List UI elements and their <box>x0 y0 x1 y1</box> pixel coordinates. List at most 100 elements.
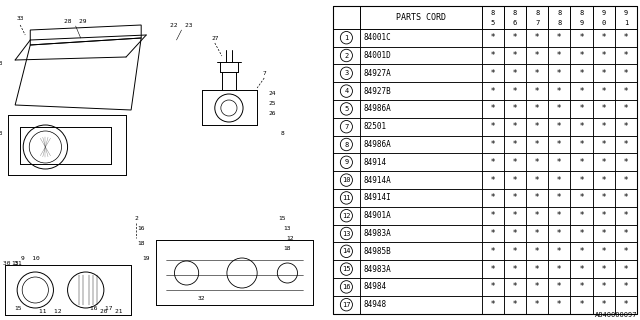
Bar <box>593 47 615 64</box>
Text: *: * <box>602 211 606 220</box>
Text: *: * <box>491 69 495 78</box>
Text: 1: 1 <box>344 35 349 41</box>
Text: 8: 8 <box>557 10 561 16</box>
Bar <box>548 29 570 47</box>
Bar <box>570 296 593 314</box>
Bar <box>548 171 570 189</box>
Text: 18: 18 <box>138 241 145 246</box>
Text: *: * <box>491 193 495 202</box>
Bar <box>504 153 526 171</box>
Bar <box>593 118 615 136</box>
Bar <box>526 47 548 64</box>
Text: 20  21: 20 21 <box>100 309 122 314</box>
Bar <box>570 118 593 136</box>
Text: 33: 33 <box>0 61 3 66</box>
Text: *: * <box>602 265 606 274</box>
Bar <box>593 29 615 47</box>
Text: *: * <box>513 122 517 131</box>
Text: *: * <box>491 33 495 42</box>
Text: 13: 13 <box>12 261 19 266</box>
Bar <box>333 47 360 64</box>
Text: 19: 19 <box>143 256 150 261</box>
Text: *: * <box>579 69 584 78</box>
Text: *: * <box>557 158 561 167</box>
Bar <box>333 278 360 296</box>
Bar <box>548 225 570 243</box>
Text: 84985B: 84985B <box>363 247 391 256</box>
Text: 84983A: 84983A <box>363 265 391 274</box>
Bar <box>570 207 593 225</box>
Text: *: * <box>491 104 495 113</box>
Text: 84001D: 84001D <box>363 51 391 60</box>
Text: *: * <box>491 300 495 309</box>
Text: *: * <box>624 300 628 309</box>
Text: *: * <box>624 229 628 238</box>
Text: *: * <box>579 87 584 96</box>
Text: *: * <box>579 265 584 274</box>
Text: 14: 14 <box>342 248 351 254</box>
Bar <box>615 225 637 243</box>
Text: 15: 15 <box>342 266 351 272</box>
Bar <box>360 189 482 207</box>
Bar <box>360 207 482 225</box>
Bar <box>504 243 526 260</box>
Text: *: * <box>535 69 540 78</box>
Bar <box>593 100 615 118</box>
Text: 4: 4 <box>344 88 349 94</box>
Bar <box>526 153 548 171</box>
Bar <box>482 171 504 189</box>
Bar <box>526 82 548 100</box>
Text: *: * <box>513 176 517 185</box>
Text: 11  12: 11 12 <box>39 309 61 314</box>
Bar <box>482 6 504 29</box>
Bar <box>504 207 526 225</box>
Bar <box>360 296 482 314</box>
Bar <box>548 189 570 207</box>
Text: 8: 8 <box>535 10 540 16</box>
Bar <box>548 64 570 82</box>
Text: *: * <box>557 176 561 185</box>
Bar <box>526 118 548 136</box>
Text: 12: 12 <box>287 236 294 241</box>
Text: *: * <box>491 51 495 60</box>
Text: *: * <box>535 104 540 113</box>
Text: 84901A: 84901A <box>363 211 391 220</box>
Bar <box>504 278 526 296</box>
Bar <box>333 153 360 171</box>
Bar <box>360 82 482 100</box>
Text: 84001C: 84001C <box>363 33 391 42</box>
Text: 8: 8 <box>513 10 517 16</box>
Bar <box>570 243 593 260</box>
Text: *: * <box>579 211 584 220</box>
Text: *: * <box>557 229 561 238</box>
Bar <box>615 207 637 225</box>
Text: 8: 8 <box>491 10 495 16</box>
Text: 12: 12 <box>342 213 351 219</box>
Text: *: * <box>602 158 606 167</box>
Text: *: * <box>535 176 540 185</box>
Text: *: * <box>557 51 561 60</box>
Bar <box>548 136 570 153</box>
Text: *: * <box>535 211 540 220</box>
Bar <box>526 260 548 278</box>
Text: *: * <box>513 211 517 220</box>
Bar <box>504 136 526 153</box>
Text: *: * <box>513 51 517 60</box>
Bar <box>360 171 482 189</box>
Bar <box>333 82 360 100</box>
Text: *: * <box>535 122 540 131</box>
Bar <box>482 29 504 47</box>
Text: *: * <box>491 87 495 96</box>
Text: *: * <box>513 140 517 149</box>
Text: *: * <box>535 158 540 167</box>
Bar <box>593 64 615 82</box>
Bar <box>593 189 615 207</box>
Bar <box>615 82 637 100</box>
Bar <box>504 82 526 100</box>
Text: 22  23: 22 23 <box>170 23 193 28</box>
Bar <box>333 260 360 278</box>
Bar <box>570 189 593 207</box>
Bar <box>526 225 548 243</box>
Text: 13: 13 <box>342 230 351 236</box>
Bar <box>360 136 482 153</box>
